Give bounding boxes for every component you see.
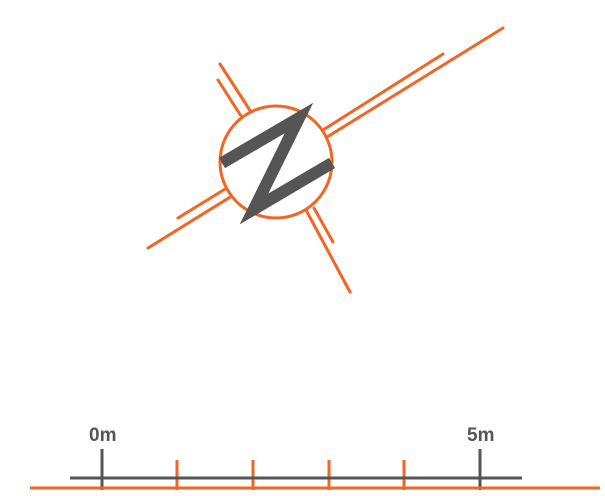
orientation-tick-upper-left-b (216, 78, 243, 118)
north-arrow-icon (218, 102, 336, 225)
orientation-tick-upper-left-a (218, 62, 253, 114)
scale-end-label: 5m (467, 425, 494, 446)
orientation-tick-lower-right-b (312, 206, 335, 244)
scale-start-label: 0m (89, 425, 116, 446)
scale-bar: 0m 5m (30, 425, 600, 490)
orientation-line-upper-right (321, 52, 445, 132)
north-arrow (146, 26, 505, 294)
orientation-tick-lower-right-a (304, 208, 352, 294)
orientation-line-lower-left (176, 184, 232, 220)
